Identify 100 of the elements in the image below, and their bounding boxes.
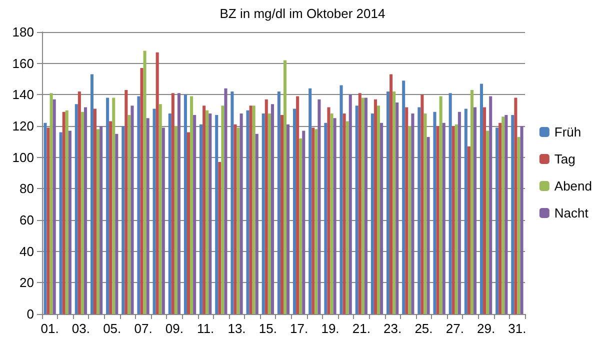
bar [65,110,68,314]
bar [268,113,271,314]
bar [296,96,300,314]
y-tick-label: 100 [12,150,34,165]
bar [420,94,424,314]
bar [146,118,150,314]
x-tick-label: 09. [165,321,184,336]
bar [318,99,321,314]
bar [78,92,81,314]
bar [90,74,94,314]
bar [128,115,131,314]
bar [124,90,128,314]
bar [496,128,499,314]
bar [252,106,256,314]
bar [504,115,508,314]
bar [467,146,470,314]
bar [370,113,374,314]
y-tick-label: 0 [26,306,34,322]
bar [68,130,72,314]
bar [246,110,250,314]
x-tick-label: 05. [103,321,122,336]
bar [442,122,446,314]
y-tick-label: 20 [20,275,34,290]
bar [59,132,62,314]
bar [284,60,287,314]
y-tick-label: 60 [20,212,34,228]
x-tick-label: 01. [40,321,59,336]
bar [277,92,280,314]
y-tick-label: 40 [20,244,34,259]
bar [224,88,228,314]
bar [511,115,514,314]
bar [262,113,265,314]
bar [264,99,268,314]
bar [112,98,116,314]
bar [486,130,490,314]
bar [230,92,234,314]
legend-label: Abend [554,178,592,194]
y-tick-label: 160 [12,56,34,71]
bar [342,113,346,314]
bar [498,122,502,314]
bar [330,113,334,314]
bar [236,128,240,314]
bar [109,121,112,314]
bar [168,113,172,314]
bar [361,98,364,314]
bar [364,98,368,314]
bar [348,94,352,314]
bar [454,124,458,314]
bar [270,104,274,314]
y-tick-label: 140 [12,87,34,102]
bar [184,94,187,314]
bar [100,126,103,314]
bar [249,106,252,314]
bar [411,113,414,314]
bar [158,104,162,314]
bar [340,85,343,314]
x-tick-label: 19. [321,321,340,336]
chart-title: BZ in mg/dl im Oktober 2014 [220,6,386,21]
bar [46,128,50,314]
bar [293,108,296,314]
x-tick-label: 03. [72,321,90,336]
bar [470,90,474,314]
bar [380,122,384,314]
bar [171,93,174,314]
bar [408,126,412,314]
bar [202,106,206,314]
bar [84,107,88,314]
bar [376,106,380,314]
bar [514,98,518,314]
bar [405,107,408,314]
bar [143,50,146,314]
bar [44,122,47,314]
bar [483,107,486,314]
x-tick-label: 31. [508,321,526,336]
x-tick-label: 23. [384,321,402,336]
bar [50,93,53,314]
x-tick-label: 15. [258,321,277,336]
bar [358,93,362,314]
bar [93,108,97,314]
bar [137,96,140,314]
bar [280,115,284,314]
bar [458,112,461,314]
bar [333,118,336,314]
bar [234,124,237,314]
bar [208,113,212,314]
bar [177,93,181,314]
x-tick-label: 27. [446,321,464,336]
x-tick-label: 25. [414,321,433,336]
x-tick-label: 07. [134,321,152,336]
bar [240,113,243,314]
bar [221,106,224,314]
bar [346,121,349,314]
bar [190,96,194,314]
bar [517,136,520,314]
y-tick-label: 80 [20,181,34,196]
bar [130,106,134,314]
bar [448,93,452,314]
bar [489,96,492,314]
x-tick-label: 17. [290,321,308,336]
bar [418,107,421,314]
